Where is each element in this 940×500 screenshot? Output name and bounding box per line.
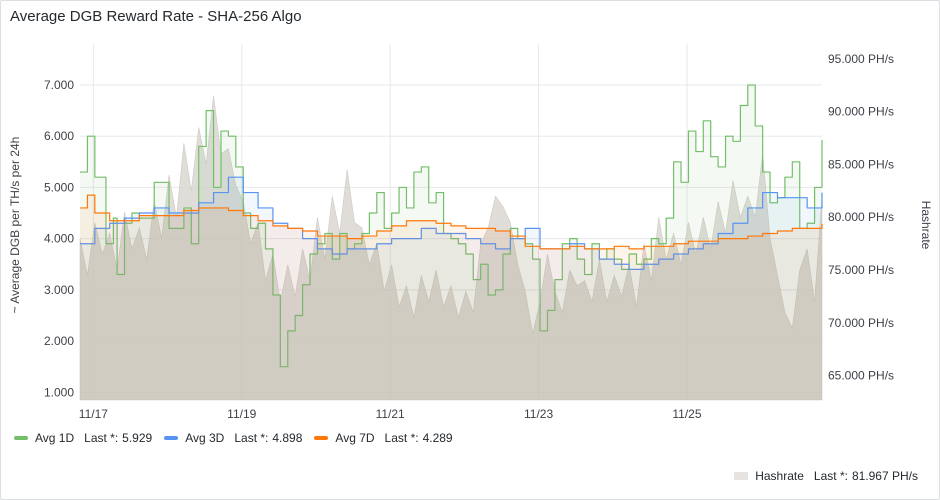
y-tick-label: 2.000	[44, 334, 74, 348]
legend-last-label: Last *:	[384, 431, 419, 445]
x-tick-label: 11/25	[672, 407, 701, 421]
legend-last-value: 81.967 PH/s	[851, 469, 918, 483]
legend-last-value: 5.929	[122, 431, 153, 445]
panel-title: Average DGB Reward Rate - SHA-256 Algo	[10, 8, 302, 25]
legend-label: Avg 7D	[335, 431, 375, 445]
avg-3d-area	[80, 177, 822, 400]
avg-7d-swatch	[314, 436, 329, 440]
y-tick-label: 5.000	[44, 180, 74, 194]
y2-tick-label: 75.000 PH/s	[828, 263, 894, 277]
legend-label: Avg 1D	[35, 431, 75, 445]
avg-7d-area	[80, 195, 822, 400]
x-tick-label: 11/23	[524, 407, 553, 421]
legend-last-label: Last *:	[234, 431, 269, 445]
avg-1d-line	[80, 84, 823, 368]
hashrate-swatch	[734, 472, 749, 480]
legend-last-label: Last *:	[813, 469, 848, 483]
legend: Avg 1D Last *: 5.929 Avg 3D Last *: 4.89…	[14, 431, 453, 445]
y-tick-label: 6.000	[44, 129, 74, 143]
avg-3d-line	[80, 176, 823, 270]
avg-7d-line	[80, 194, 823, 250]
y-axis-title: ~ Average DGB per TH/s per 24h	[8, 137, 22, 314]
y-tick-label: 3.000	[44, 283, 74, 297]
x-tick-label: 11/19	[227, 407, 256, 421]
chart-canvas[interactable]: 1.000 2.000 3.000 4.000 5.000 6.000 7.000 65.0…	[0, 0, 940, 430]
y-tick-label: 4.000	[44, 232, 74, 246]
legend-item-hashrate[interactable]: Hashrate Last *: 81.967 PH/s	[734, 469, 918, 483]
avg-1d-swatch	[14, 436, 28, 440]
y2-tick-label: 95.000 PH/s	[828, 52, 894, 66]
y2-tick-label: 90.000 PH/s	[828, 105, 894, 119]
y2-tick-label: 80.000 PH/s	[828, 210, 894, 224]
y-tick-label: 7.000	[44, 78, 74, 92]
left-y-axis: 1.000 2.000 3.000 4.000 5.000 6.000 7.000	[44, 78, 74, 399]
legend-label: Hashrate	[755, 469, 804, 483]
avg-3d-swatch	[164, 436, 179, 440]
right-y-axis: 65.000 PH/s 70.000 PH/s 75.000 PH/s 80.000 …	[828, 52, 894, 383]
legend-item-avg-7d[interactable]: Avg 7D Last *: 4.289	[314, 431, 453, 445]
y-tick-label: 1.000	[44, 385, 74, 399]
x-axis: 11/17 11/19 11/21 11/23 11/25	[79, 407, 702, 421]
legend-last-label: Last *:	[84, 431, 119, 445]
x-tick-label: 11/21	[376, 407, 405, 421]
legend-last-value: 4.289	[422, 431, 453, 445]
legend-item-avg-3d[interactable]: Avg 3D Last *: 4.898	[164, 431, 302, 445]
avg-1d-area	[80, 84, 822, 400]
y2-axis-title: Hashrate	[919, 201, 933, 250]
y2-tick-label: 85.000 PH/s	[828, 157, 894, 171]
x-tick-label: 11/17	[79, 407, 108, 421]
series-layer	[80, 84, 823, 400]
legend-last-value: 4.898	[272, 431, 303, 445]
y2-tick-label: 65.000 PH/s	[828, 369, 894, 383]
y2-tick-label: 70.000 PH/s	[828, 316, 894, 330]
legend-item-avg-1d[interactable]: Avg 1D Last *: 5.929	[14, 431, 152, 445]
legend-label: Avg 3D	[185, 431, 225, 445]
